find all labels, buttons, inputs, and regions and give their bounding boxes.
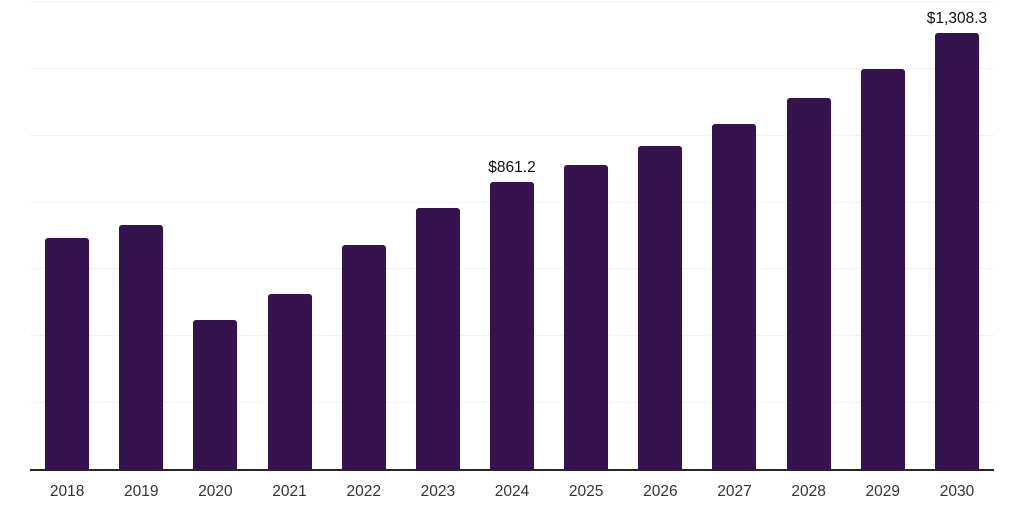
bar-2023 — [415, 207, 460, 470]
gridline — [30, 134, 994, 136]
x-tick-2022: 2022 — [346, 483, 381, 500]
data-label-2030: $1,308.3 — [926, 9, 988, 27]
x-axis-tick-labels: 2018 2019 2020 2021 2022 2023 2024 2025 2026 2027… — [30, 483, 994, 501]
bar-2019 — [119, 225, 164, 470]
bar-slot — [252, 2, 326, 470]
bar-slot — [623, 2, 697, 470]
bar-2026 — [638, 146, 683, 470]
x-tick-2020: 2020 — [198, 483, 233, 500]
bar-2027 — [712, 123, 757, 470]
x-tick-2023: 2023 — [420, 483, 456, 500]
bar-slot — [697, 2, 771, 470]
x-tick-2026: 2026 — [643, 483, 678, 500]
x-tick-2024: 2024 — [494, 483, 530, 500]
bar-slot — [178, 2, 252, 470]
bar-2022 — [341, 244, 386, 470]
gridline — [30, 67, 994, 69]
bars-layer: $861.2 $1,308.3 — [30, 2, 994, 470]
x-axis-line — [30, 469, 994, 471]
x-tick-2030: 2030 — [939, 483, 975, 500]
bar-slot — [846, 2, 920, 470]
bar-slot — [549, 2, 623, 470]
bar-slot: $1,308.3 — [920, 2, 994, 470]
bar-slot — [104, 2, 178, 470]
bar-2028 — [786, 98, 831, 470]
bar-slot — [30, 2, 104, 470]
x-tick-2028: 2028 — [791, 483, 826, 500]
x-tick-2027: 2027 — [717, 483, 752, 500]
bar-2024: $861.2 — [488, 159, 536, 470]
bar-2025 — [564, 165, 609, 470]
bar-slot: $861.2 — [475, 2, 549, 470]
bar-2020 — [193, 320, 238, 470]
bar-2029 — [860, 68, 905, 470]
bar-slot — [401, 2, 475, 470]
bar-2030: $1,308.3 — [927, 10, 987, 470]
x-tick-2018: 2018 — [49, 483, 85, 500]
plot-area: $861.2 $1,308.3 — [30, 1, 994, 470]
data-label-2024: $861.2 — [488, 159, 536, 177]
bar-slot — [772, 2, 846, 470]
x-tick-2021: 2021 — [272, 483, 307, 500]
x-tick-2029: 2029 — [865, 483, 901, 500]
x-tick-2025: 2025 — [568, 483, 604, 500]
bar-2018 — [45, 238, 90, 470]
x-tick-2019: 2019 — [123, 483, 159, 500]
gridline — [30, 1, 994, 2]
bar-slot — [327, 2, 401, 470]
bar-2021 — [267, 293, 312, 470]
